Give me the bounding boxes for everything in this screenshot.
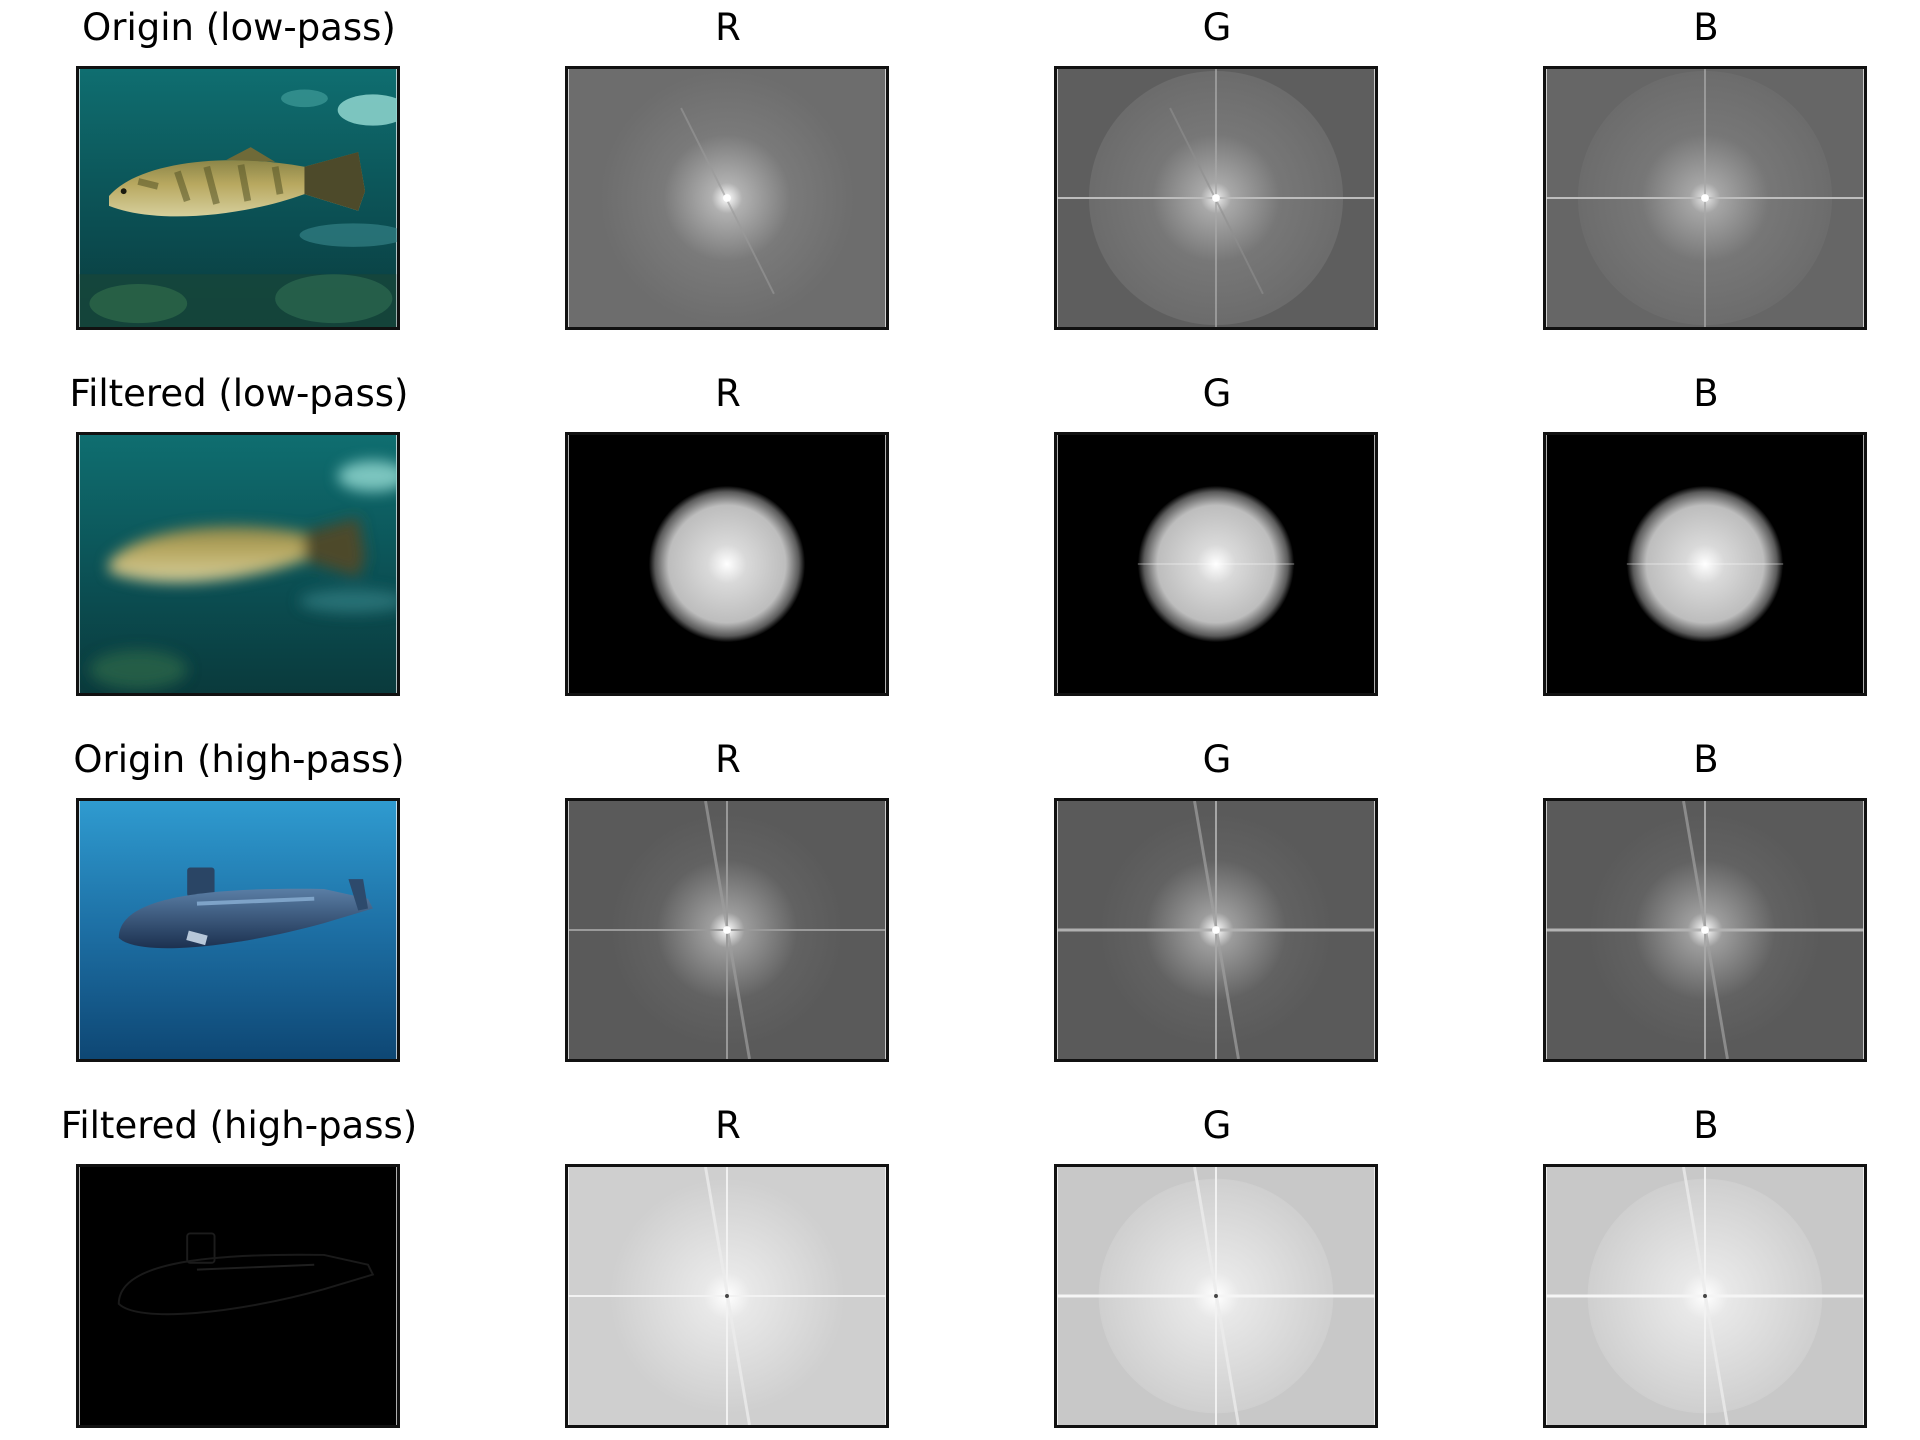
row-4-channel-r-title: R (715, 1104, 741, 1147)
row-3-title: Origin (high-pass) (73, 738, 405, 781)
row-1-channel-b-title: B (1693, 6, 1719, 49)
submarine-image (79, 801, 397, 1059)
row-3-spectrum-r (565, 798, 889, 1062)
spectrum-image (1057, 69, 1375, 327)
row-3-spectrum-g (1054, 798, 1378, 1062)
blurred-fish-image (79, 435, 397, 693)
row-3-channel-g-title: G (1202, 738, 1232, 781)
fish-photo-blurred-panel (76, 432, 400, 696)
spectrum-image (1057, 801, 1375, 1059)
row-2-channel-b-title: B (1693, 372, 1719, 415)
spectrum-image (568, 69, 886, 327)
row-2-spectrum-r (565, 432, 889, 696)
spectrum-image (1546, 1167, 1864, 1425)
submarine-high-pass-panel (76, 1164, 400, 1428)
spectrum-image (568, 801, 886, 1059)
row-2-title: Filtered (low-pass) (69, 372, 409, 415)
row-1-channel-r-title: R (715, 6, 741, 49)
row-2-spectrum-b (1543, 432, 1867, 696)
fish-photo-panel (76, 66, 400, 330)
row-1-channel-g-title: G (1202, 6, 1232, 49)
spectrum-image (1546, 69, 1864, 327)
row-4-spectrum-r (565, 1164, 889, 1428)
row-1-title: Origin (low-pass) (82, 6, 396, 49)
row-4-spectrum-g (1054, 1164, 1378, 1428)
spectrum-image (1546, 801, 1864, 1059)
row-3-channel-b-title: B (1693, 738, 1719, 781)
high-pass-submarine-image (79, 1167, 397, 1425)
row-3-spectrum-b (1543, 798, 1867, 1062)
row-4-title: Filtered (high-pass) (60, 1104, 418, 1147)
row-1-spectrum-r (565, 66, 889, 330)
spectrum-image (568, 1167, 886, 1425)
submarine-photo-panel (76, 798, 400, 1062)
spectrum-image (1057, 435, 1375, 693)
fish-image (79, 69, 397, 327)
row-4-channel-b-title: B (1693, 1104, 1719, 1147)
row-4-spectrum-b (1543, 1164, 1867, 1428)
spectrum-image (1546, 435, 1864, 693)
row-3-channel-r-title: R (715, 738, 741, 781)
spectrum-image (1057, 1167, 1375, 1425)
spectrum-image (568, 435, 886, 693)
row-2-channel-r-title: R (715, 372, 741, 415)
row-1-spectrum-b (1543, 66, 1867, 330)
row-2-channel-g-title: G (1202, 372, 1232, 415)
row-1-spectrum-g (1054, 66, 1378, 330)
row-4-channel-g-title: G (1202, 1104, 1232, 1147)
row-2-spectrum-g (1054, 432, 1378, 696)
